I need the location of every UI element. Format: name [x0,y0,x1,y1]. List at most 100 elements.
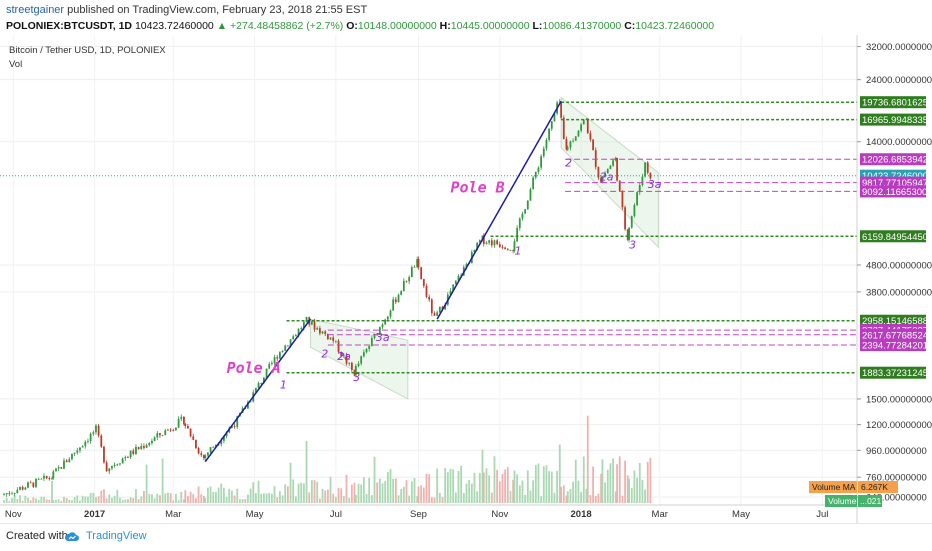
volume-bar [95,497,97,503]
volume-bar [626,475,629,503]
volume-bar [40,496,43,503]
volume-bar [614,491,617,503]
volume-bar [417,486,420,503]
author-link[interactable]: streetgainer [6,4,65,16]
volume-bar [276,497,279,503]
level-label-text: 9817.77105947 [862,178,928,189]
candle-body [129,450,132,458]
volume-bar [252,482,255,503]
volume-bar [441,496,444,503]
publish-info: streetgainer published on TradingView.co… [6,4,367,16]
candle-body [397,294,400,303]
price-tick-label: 640.00000000 [866,493,927,504]
volume-bar [156,493,159,503]
candle-body [321,331,324,334]
candle-body [318,328,321,334]
volume-bar [151,494,153,503]
candle-body [408,277,411,282]
volume-bar [278,491,281,503]
price-axis-labels: 19736.68016259 16965.99483355 12026.685394… [860,96,932,379]
candle-body [562,117,565,140]
volume-bar [11,498,13,503]
candle-body [189,428,192,437]
volume-bar [228,488,231,503]
candle-body [488,240,491,243]
candle-body [164,430,167,436]
candle-body [3,494,5,496]
volume-bar [556,471,559,503]
candle-body [381,324,384,328]
volume-bar [187,495,189,503]
candle-body [29,482,32,484]
candle-body [566,147,569,150]
level-label-box [860,230,926,243]
volume-bar [204,497,207,503]
volume-bar [71,500,73,503]
level-label-text: 2394.77284201 [862,341,928,352]
volume-bar [592,466,594,503]
candle-body [574,136,577,141]
time-tick-label: Nov [5,509,22,520]
candle-body [354,365,357,376]
tradingview-link[interactable]: TradingView [86,530,147,542]
candle-body [569,141,572,148]
candle-body [132,450,135,454]
candle-body [606,169,609,174]
candle-body [153,437,156,441]
volume-bar [408,495,411,503]
candle-body [19,487,21,490]
volume-bar [649,457,652,503]
candle-body [148,443,151,446]
candle-body [215,444,217,447]
candle-body [572,140,575,142]
volume-bar [63,496,65,503]
candle-body [161,435,164,436]
volume-bar [560,486,563,503]
price-axis-ticks: 32000.00000000 24000.00000000 14000.000000… [857,42,932,504]
volume-bar [616,464,618,503]
candle-body [449,291,452,295]
candle-body [281,350,284,353]
volume-ma-box [809,481,857,493]
volume-bar [113,495,116,503]
candle-body [636,192,638,206]
candle-body [262,377,265,384]
candle-body [417,259,420,268]
candle-body [37,478,40,480]
volume-bar [457,470,460,503]
volume-bar [105,498,108,503]
volume-bar [164,493,167,503]
volume-bar [57,499,60,503]
candle-body [373,333,376,339]
volume-bar [97,496,100,503]
volume-bar [348,497,351,503]
candle-body [540,156,543,168]
volume-bar [636,477,638,503]
volume-bar [604,482,606,503]
candle-body [270,363,273,365]
volume-box [825,495,857,507]
volume-bar [624,460,626,503]
volume-bar [13,495,16,503]
candle-body [268,364,271,369]
wave-label: 2a [600,170,614,183]
candle-body [410,267,413,278]
candle-body [108,468,111,472]
candle-body [638,185,641,193]
volume-bar [452,469,455,503]
volume-bar [512,479,515,503]
candle-body [68,459,71,463]
volume-bar [600,473,602,503]
volume-bar [482,472,485,503]
candle-body [200,453,203,456]
volume-bar [646,461,649,503]
volume-bar [400,489,403,503]
level-label-box [860,328,926,341]
candle-body [389,310,392,317]
volume-bar [268,492,271,503]
volume-bar [365,493,368,503]
candle-body [103,446,105,463]
candle-body [498,244,501,248]
